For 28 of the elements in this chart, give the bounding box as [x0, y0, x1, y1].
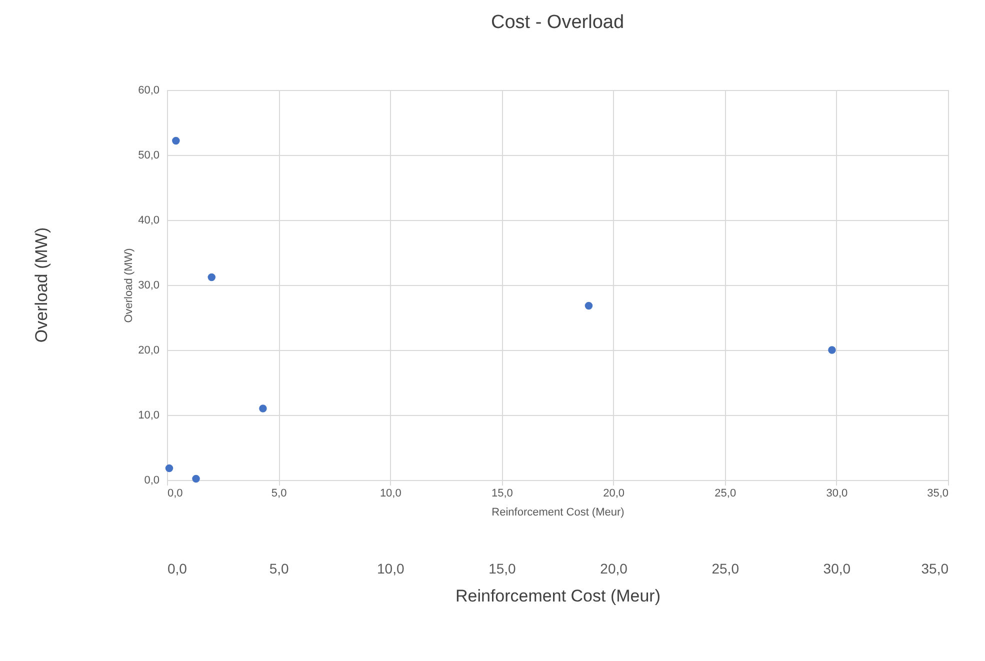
- x-tick-label: 15,0: [488, 560, 516, 576]
- x-tick-label: 25,0: [712, 560, 740, 576]
- y-axis-title: Overload (MW): [123, 248, 136, 323]
- x2-tick-label: 30,0: [826, 488, 848, 500]
- x2-tick-label: 0,0: [168, 488, 183, 500]
- x2-tick-label: 10,0: [380, 488, 402, 500]
- y-tick-label: 50,0: [138, 150, 160, 162]
- y-tick-label: 20,0: [138, 344, 160, 356]
- x-tick-label: 30,0: [823, 560, 851, 576]
- x-tick-label: 35,0: [921, 560, 949, 576]
- x-tick-label: 20,0: [600, 560, 628, 576]
- x2-tick-label: 35,0: [927, 488, 948, 500]
- x-axis-title: Reinforcement Cost (Meur): [492, 506, 624, 518]
- x-tick-label: 0,0: [168, 560, 188, 576]
- chart-title: Cost - Overload: [490, 12, 624, 33]
- x2-tick-label: 15,0: [492, 488, 513, 500]
- x2-axis-title: Reinforcement Cost (Meur): [455, 586, 661, 606]
- y-tick-label: 10,0: [138, 410, 160, 422]
- x-tick-label: 5,0: [269, 560, 290, 576]
- y-tick-label: 30,0: [138, 280, 160, 292]
- x2-tick-label: 5,0: [271, 488, 287, 500]
- y-tick-label: 40,0: [138, 214, 160, 226]
- x2-tick-label: 20,0: [603, 488, 624, 500]
- x2-tick-label: 25,0: [714, 488, 736, 500]
- text: Overload (MW): [32, 227, 51, 343]
- x-tick-label: 10,0: [377, 560, 404, 576]
- y-tick-label: 60,0: [138, 84, 160, 96]
- y-tick-label: 0,0: [144, 474, 160, 486]
